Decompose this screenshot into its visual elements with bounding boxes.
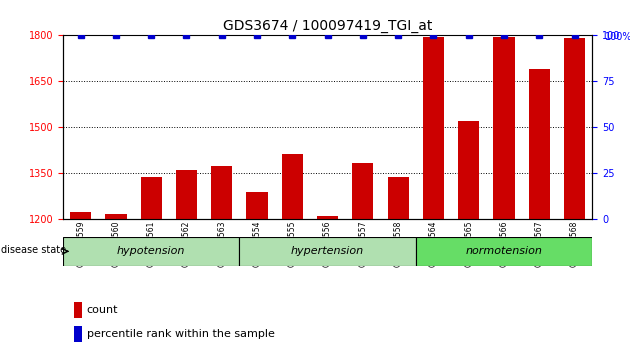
Bar xyxy=(140,177,162,354)
Bar xyxy=(458,121,479,354)
Bar xyxy=(246,192,268,354)
Text: disease state: disease state xyxy=(1,245,66,255)
Y-axis label: 100%: 100% xyxy=(605,32,630,42)
FancyBboxPatch shape xyxy=(239,237,416,266)
Bar xyxy=(74,326,81,342)
Bar xyxy=(423,37,444,354)
Bar xyxy=(493,37,515,354)
Bar xyxy=(74,302,81,318)
FancyBboxPatch shape xyxy=(63,237,239,266)
Bar xyxy=(176,170,197,354)
Title: GDS3674 / 100097419_TGI_at: GDS3674 / 100097419_TGI_at xyxy=(223,19,432,33)
Bar xyxy=(105,214,127,354)
FancyBboxPatch shape xyxy=(416,237,592,266)
Text: hypotension: hypotension xyxy=(117,246,185,256)
Bar xyxy=(282,154,303,354)
Bar xyxy=(70,212,91,354)
Bar xyxy=(529,69,550,354)
Text: count: count xyxy=(87,305,118,315)
Bar xyxy=(564,39,585,354)
Text: percentile rank within the sample: percentile rank within the sample xyxy=(87,329,275,339)
Bar xyxy=(352,163,374,354)
Text: hypertension: hypertension xyxy=(291,246,364,256)
Bar xyxy=(211,166,232,354)
Bar xyxy=(387,177,409,354)
Text: normotension: normotension xyxy=(466,246,542,256)
Bar xyxy=(317,216,338,354)
